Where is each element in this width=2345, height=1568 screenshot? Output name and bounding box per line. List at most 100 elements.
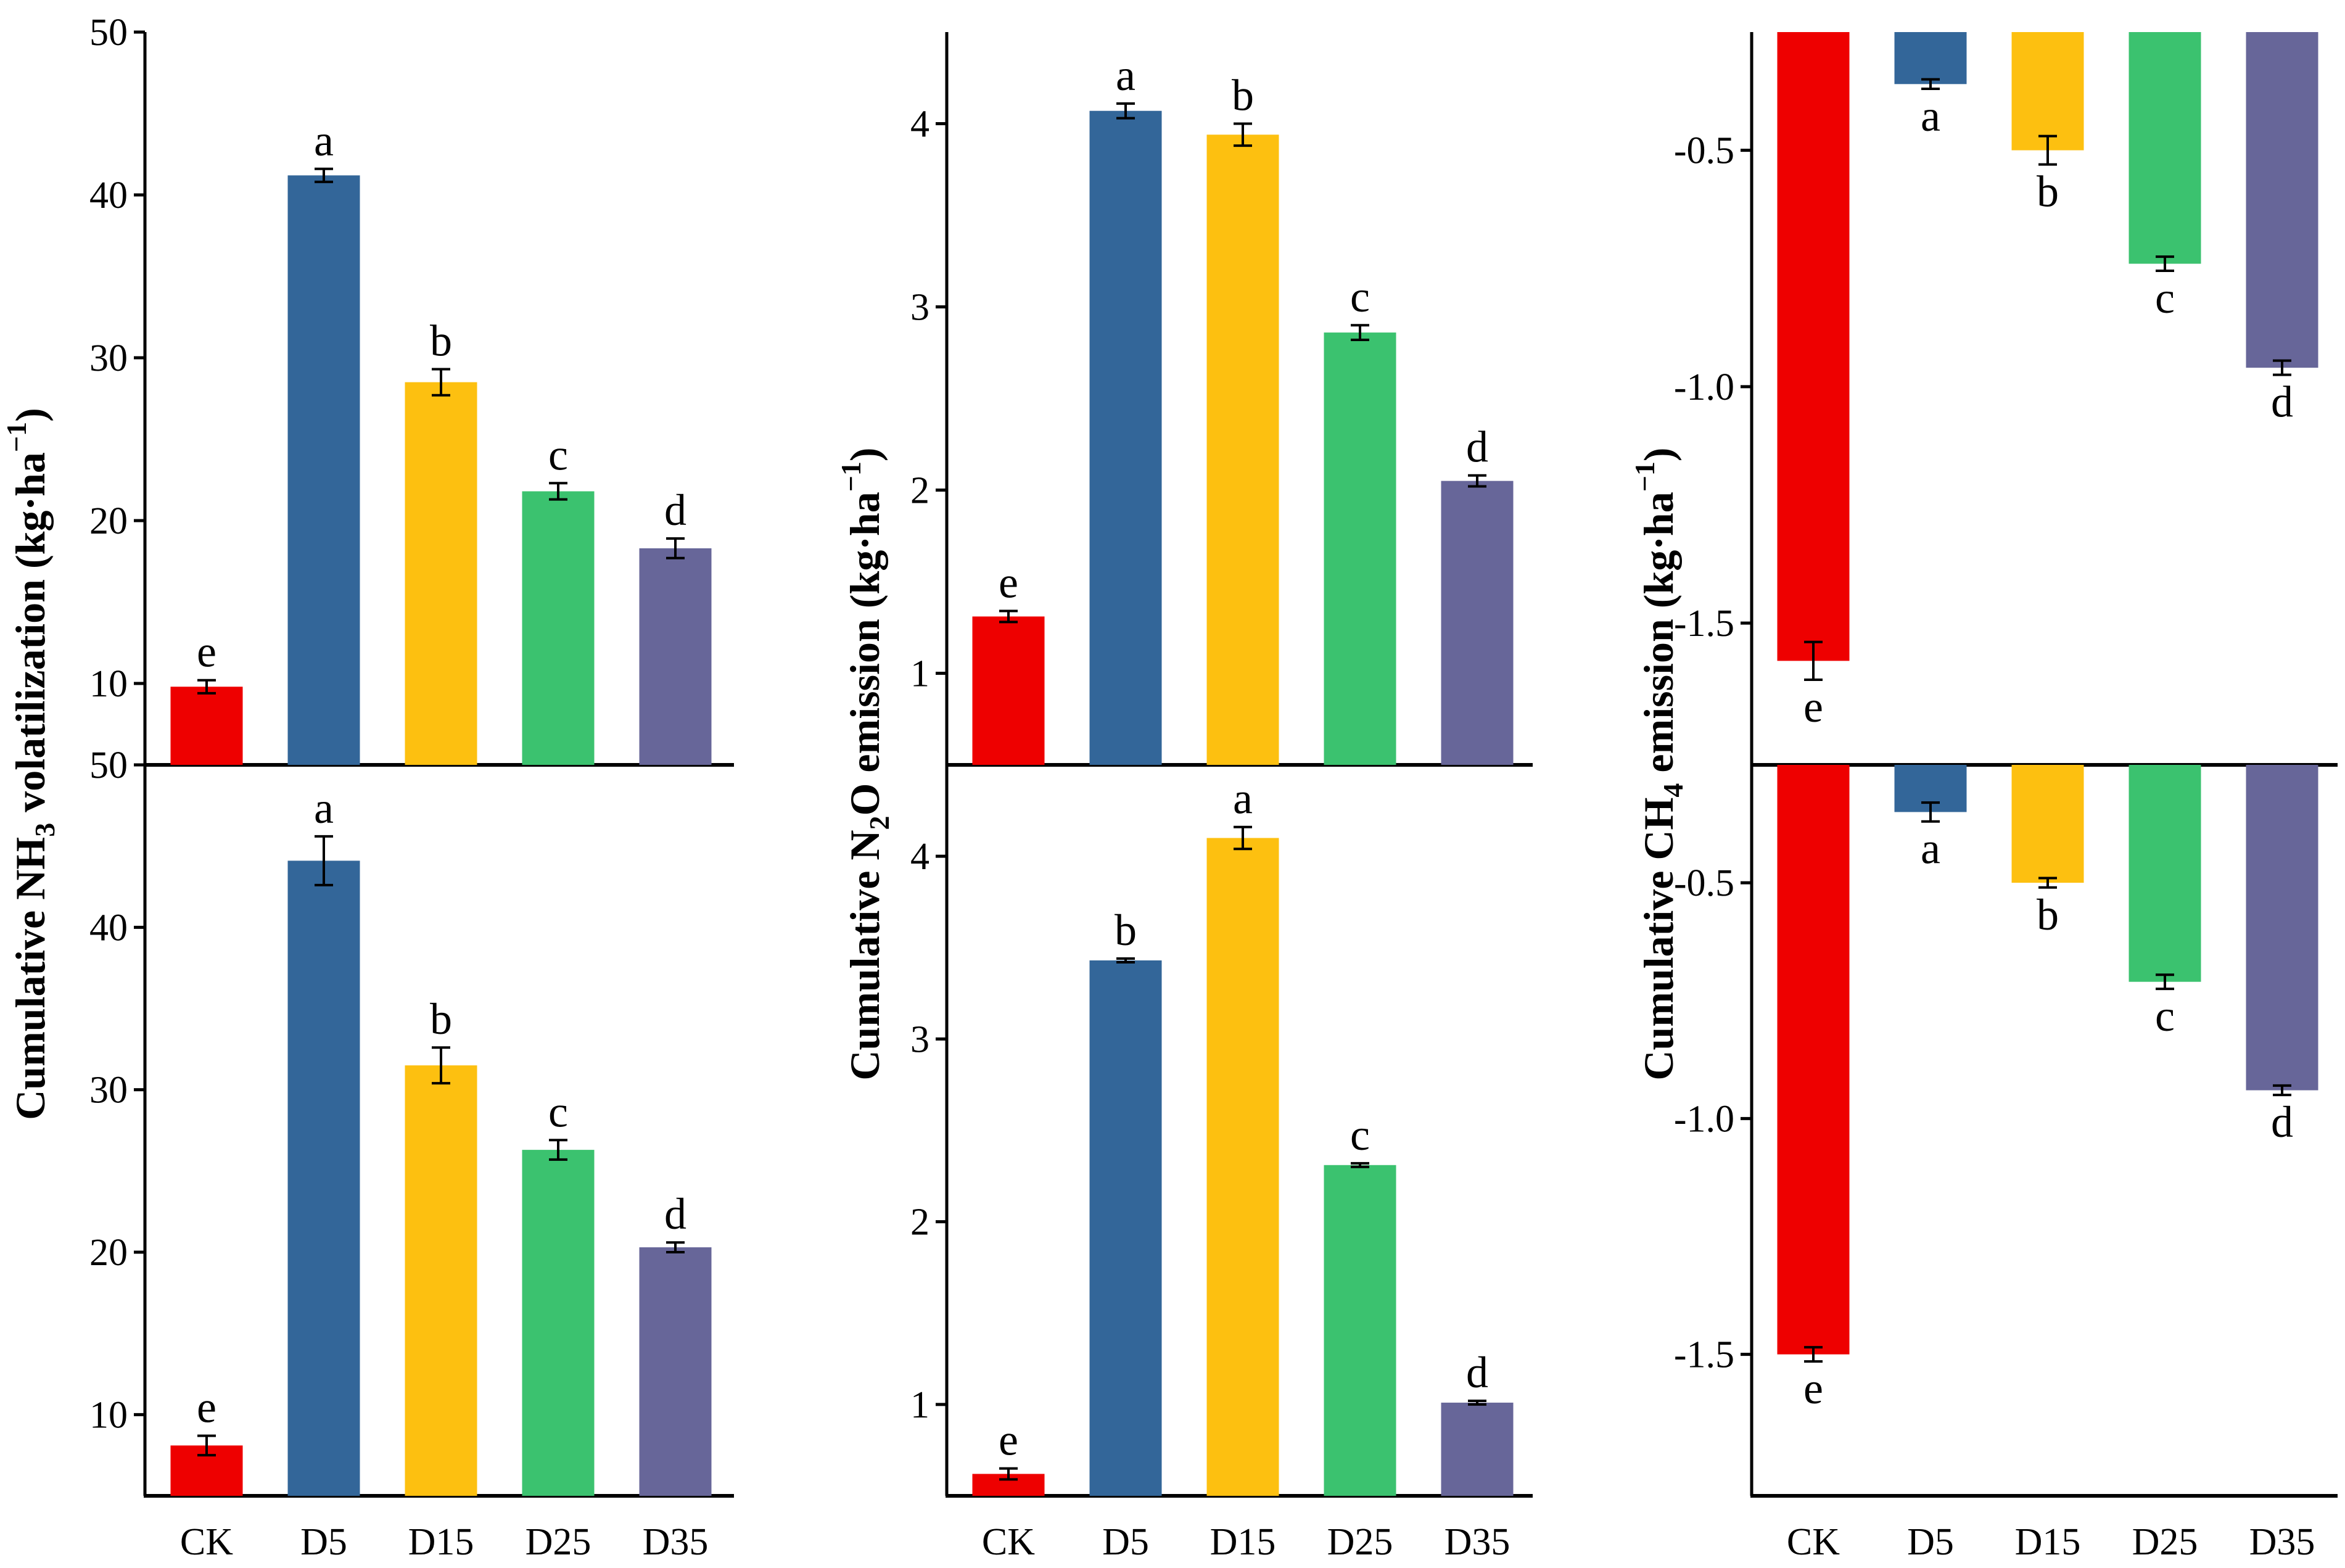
significance-letter-d15: b [2037, 167, 2059, 217]
y-tick-label: 1 [910, 653, 929, 695]
x-category-label-d25: D25 [2132, 1521, 2198, 1563]
error-bar-d35 [666, 1241, 685, 1253]
x-category-label-d5: D5 [1907, 1521, 1954, 1563]
error-bar-d15 [432, 1046, 450, 1085]
error-bar-d25 [549, 482, 567, 501]
bar-d35 [639, 1247, 712, 1496]
significance-letter-d25: c [2155, 991, 2175, 1041]
y-axis-label: Cumulative CH4 emission (kg·ha−1) [1629, 447, 1689, 1080]
error-bar-d5 [315, 167, 333, 183]
error-bar-d25 [549, 1139, 567, 1161]
error-bar-ck [1804, 1346, 1823, 1363]
bar-d5 [1894, 32, 1967, 85]
x-category-label-d15: D15 [2015, 1521, 2081, 1563]
y-tick-label: 1 [910, 1384, 929, 1426]
y-tick-label: 40 [89, 175, 128, 217]
bar-d25 [1324, 332, 1396, 765]
bar-d35 [2246, 765, 2318, 1091]
error-bar-d5 [1921, 78, 1940, 90]
x-category-label-ck: CK [180, 1521, 233, 1563]
error-bar-d5 [1921, 801, 1940, 823]
bar-d25 [522, 1150, 595, 1496]
significance-letter-d15: b [430, 994, 452, 1044]
y-tick-label: 20 [89, 1232, 128, 1274]
significance-letter-d25: c [2155, 273, 2175, 323]
bar-d25 [1324, 1165, 1396, 1496]
y-tick-label: 50 [89, 12, 128, 54]
y-tick-label: 10 [89, 1394, 128, 1436]
panel-ch4-bottom: -0.5 -1.0 -1.5 e a b c d [1674, 765, 2338, 1498]
significance-letter-d25: c [548, 430, 568, 479]
bar-ck [972, 616, 1045, 765]
x-category-label-d35: D35 [1445, 1521, 1510, 1563]
error-bar-d5 [1116, 957, 1135, 963]
bar-d15 [405, 1065, 477, 1496]
bar-d35 [639, 548, 712, 765]
error-bar-ck [999, 1467, 1018, 1481]
y-tick-label: -1.0 [1674, 1098, 1734, 1140]
bar-d25 [522, 491, 595, 765]
y-tick-label: 40 [89, 907, 128, 949]
significance-letter-ck: e [197, 1383, 216, 1432]
significance-letter-ck: e [197, 627, 216, 677]
y-tick-label: 10 [89, 663, 128, 705]
bar-d25 [2129, 765, 2201, 982]
y-tick-label: -1.5 [1674, 1334, 1734, 1376]
chart-n2o-emission: 1 2 3 4 e a b c d 1 2 3 4 e b a c d CK D5 D15 D25 D35 Cumulativ… [835, 32, 1533, 1563]
error-bar-d35 [1468, 1399, 1486, 1406]
bar-d25 [2129, 32, 2201, 264]
significance-letter-d35: d [664, 485, 686, 535]
bar-d5 [287, 175, 360, 765]
significance-letter-ck: e [1803, 1364, 1823, 1413]
bar-d15 [2011, 32, 2084, 151]
y-tick-label: 20 [89, 500, 128, 542]
significance-letter-d35: d [1466, 1348, 1488, 1397]
x-category-label-d5: D5 [1102, 1521, 1149, 1563]
y-tick-label: 4 [910, 836, 929, 878]
y-tick-label: 3 [910, 1018, 929, 1060]
bar-d35 [2246, 32, 2318, 368]
bar-ck [1777, 765, 1850, 1355]
y-tick-label: 30 [89, 337, 128, 379]
error-bar-d35 [666, 537, 685, 559]
significance-letter-d35: d [664, 1189, 686, 1239]
x-category-label-d35: D35 [643, 1521, 709, 1563]
chart-ch4-emission: -0.5 -1.0 -1.5 e a b c d -0.5 -1.0 -1.5 e a b c d CK D5 D1… [1629, 32, 2338, 1563]
y-tick-label: 2 [910, 470, 929, 512]
significance-letter-d35: d [2271, 378, 2293, 427]
bar-d15 [1206, 838, 1279, 1496]
y-axis-label: Cumulative NH3 volatilization (kg·ha−1) [1, 408, 60, 1120]
bar-d5 [287, 860, 360, 1496]
y-tick-label: 3 [910, 287, 929, 329]
x-category-label-d15: D15 [1210, 1521, 1276, 1563]
bar-d15 [1206, 134, 1279, 765]
y-tick-label: -1.5 [1674, 603, 1734, 645]
significance-letter-d15: b [2037, 890, 2059, 939]
error-bar-d25 [1351, 1162, 1369, 1168]
significance-letter-d25: c [1350, 272, 1370, 321]
error-bar-ck [197, 679, 216, 695]
y-tick-label: 50 [89, 745, 128, 786]
error-bar-d15 [2038, 134, 2057, 166]
error-bar-d35 [1468, 474, 1486, 488]
error-bar-d25 [2156, 255, 2174, 273]
y-axis-label: Cumulative N2O emission (kg·ha−1) [835, 447, 895, 1080]
panel-n2o-bottom: 1 2 3 4 e b a c d [910, 765, 1533, 1498]
x-category-label-ck: CK [982, 1521, 1035, 1563]
error-bar-d5 [1116, 102, 1135, 120]
panel-nh3-bottom: 10 20 30 40 50 e a b c d [89, 745, 734, 1498]
x-category-label-d15: D15 [408, 1521, 474, 1563]
significance-letter-d15: b [430, 316, 452, 365]
bar-d5 [1089, 960, 1162, 1496]
error-bar-d15 [1234, 122, 1252, 147]
error-bar-d25 [1351, 324, 1369, 341]
significance-letter-d15: a [1233, 774, 1253, 823]
y-tick-label: 30 [89, 1070, 128, 1112]
error-bar-d35 [2273, 359, 2291, 376]
bar-d15 [405, 382, 477, 765]
significance-letter-ck: e [999, 1416, 1018, 1465]
bar-ck [170, 687, 243, 765]
significance-letter-d5: a [1921, 91, 1940, 141]
significance-letter-d5: a [1921, 824, 1940, 873]
